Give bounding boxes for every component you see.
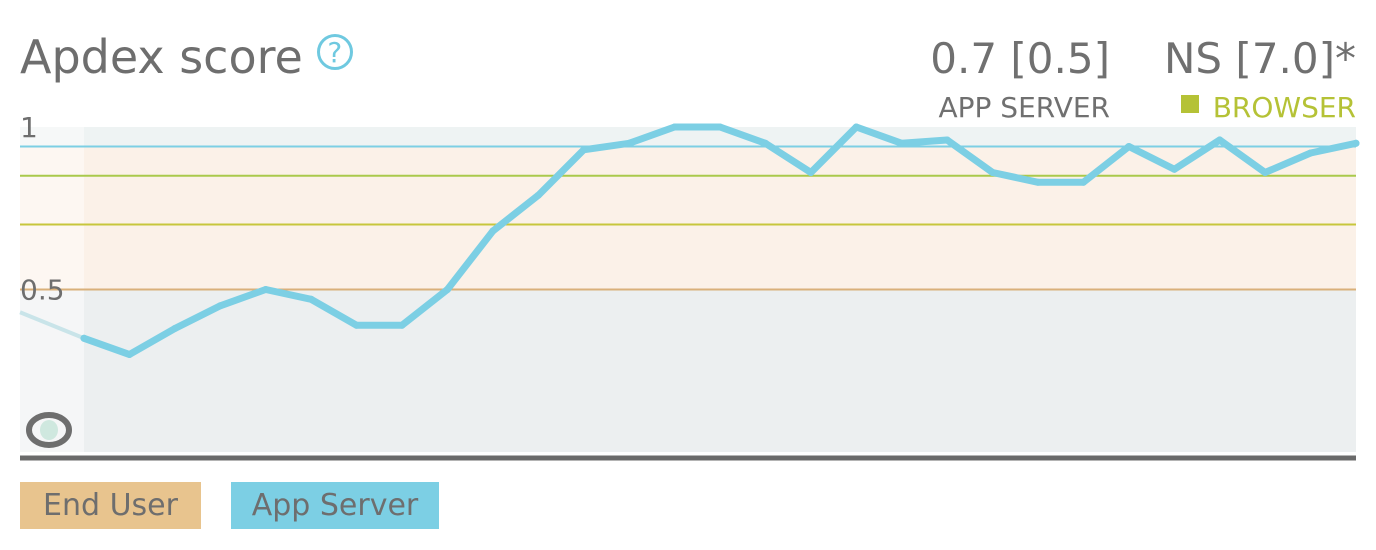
series-point-24 [1170, 165, 1178, 173]
app-server-value: 0.7 [0.5] [930, 34, 1110, 83]
y-tick-label-0-inner [40, 420, 58, 440]
series-point-10 [534, 191, 542, 199]
help-icon[interactable]: ? [316, 34, 353, 70]
series-point-25 [1216, 136, 1224, 144]
series-point-8 [443, 286, 451, 293]
title-text: Apdex score [20, 30, 303, 84]
series-point-1 [125, 351, 133, 358]
apdex-chart: 10.5 [19, 111, 1360, 461]
series-point-9 [489, 227, 497, 235]
series-point-15 [761, 139, 769, 147]
series-point-14 [716, 123, 724, 131]
y-tick-label-0: 1 [20, 111, 38, 144]
series-point-5 [307, 295, 315, 303]
app-server-legend-button[interactable]: App Server [231, 482, 439, 529]
series-point-0 [80, 334, 88, 342]
browser-label: BROWSER [1212, 91, 1356, 124]
series-point-19 [943, 136, 951, 144]
browser-metric: NS [7.0]* BROWSER [1110, 34, 1356, 128]
series-point-26 [1261, 169, 1269, 176]
browser-swatch-icon [1180, 95, 1199, 113]
series-point-21 [1034, 178, 1042, 186]
series-point-11 [580, 146, 588, 154]
browser-label-row: BROWSER [1110, 88, 1356, 128]
series-point-6 [353, 321, 361, 329]
series-point-12 [625, 139, 633, 147]
band-2 [84, 127, 1356, 147]
series-point-7 [398, 321, 406, 329]
series-point-18 [898, 139, 906, 147]
series-point-16 [807, 169, 815, 176]
series-point-20 [989, 169, 997, 176]
series-point-2 [171, 325, 179, 332]
series-point-17 [852, 123, 860, 131]
chart-title: Apdex score ? [20, 30, 353, 84]
series-point-23 [1125, 143, 1133, 150]
series-point-28 [1352, 139, 1360, 147]
series-point-3 [216, 302, 224, 310]
app-server-metric: 0.7 [0.5] APP SERVER [880, 34, 1110, 128]
series-point-13 [671, 123, 679, 131]
end-user-legend-button[interactable]: End User [20, 482, 201, 529]
series-point-4 [262, 286, 270, 293]
y-tick-label-1: 0.5 [20, 274, 65, 307]
y-tick-label-0-ring [26, 412, 72, 448]
series-point-27 [1307, 149, 1315, 157]
series-lead-in [19, 310, 85, 341]
app-server-label: APP SERVER [938, 91, 1110, 124]
band-1 [84, 146, 1356, 290]
browser-value: NS [7.0]* [1164, 34, 1356, 83]
series-point-22 [1079, 178, 1087, 186]
band-0 [84, 289, 1356, 452]
